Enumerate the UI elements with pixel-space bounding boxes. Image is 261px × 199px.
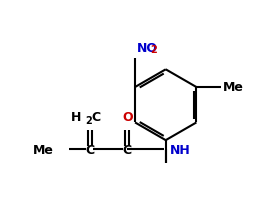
Text: NH: NH bbox=[170, 144, 190, 157]
Text: O: O bbox=[122, 111, 133, 124]
Text: C: C bbox=[86, 144, 95, 157]
Text: 2: 2 bbox=[150, 45, 157, 56]
Text: NO: NO bbox=[137, 42, 158, 56]
Text: 2: 2 bbox=[86, 116, 92, 126]
Text: C: C bbox=[91, 111, 100, 124]
Text: Me: Me bbox=[32, 144, 53, 157]
Text: Me: Me bbox=[223, 81, 244, 94]
Text: H: H bbox=[71, 111, 81, 124]
Text: C: C bbox=[123, 144, 132, 157]
